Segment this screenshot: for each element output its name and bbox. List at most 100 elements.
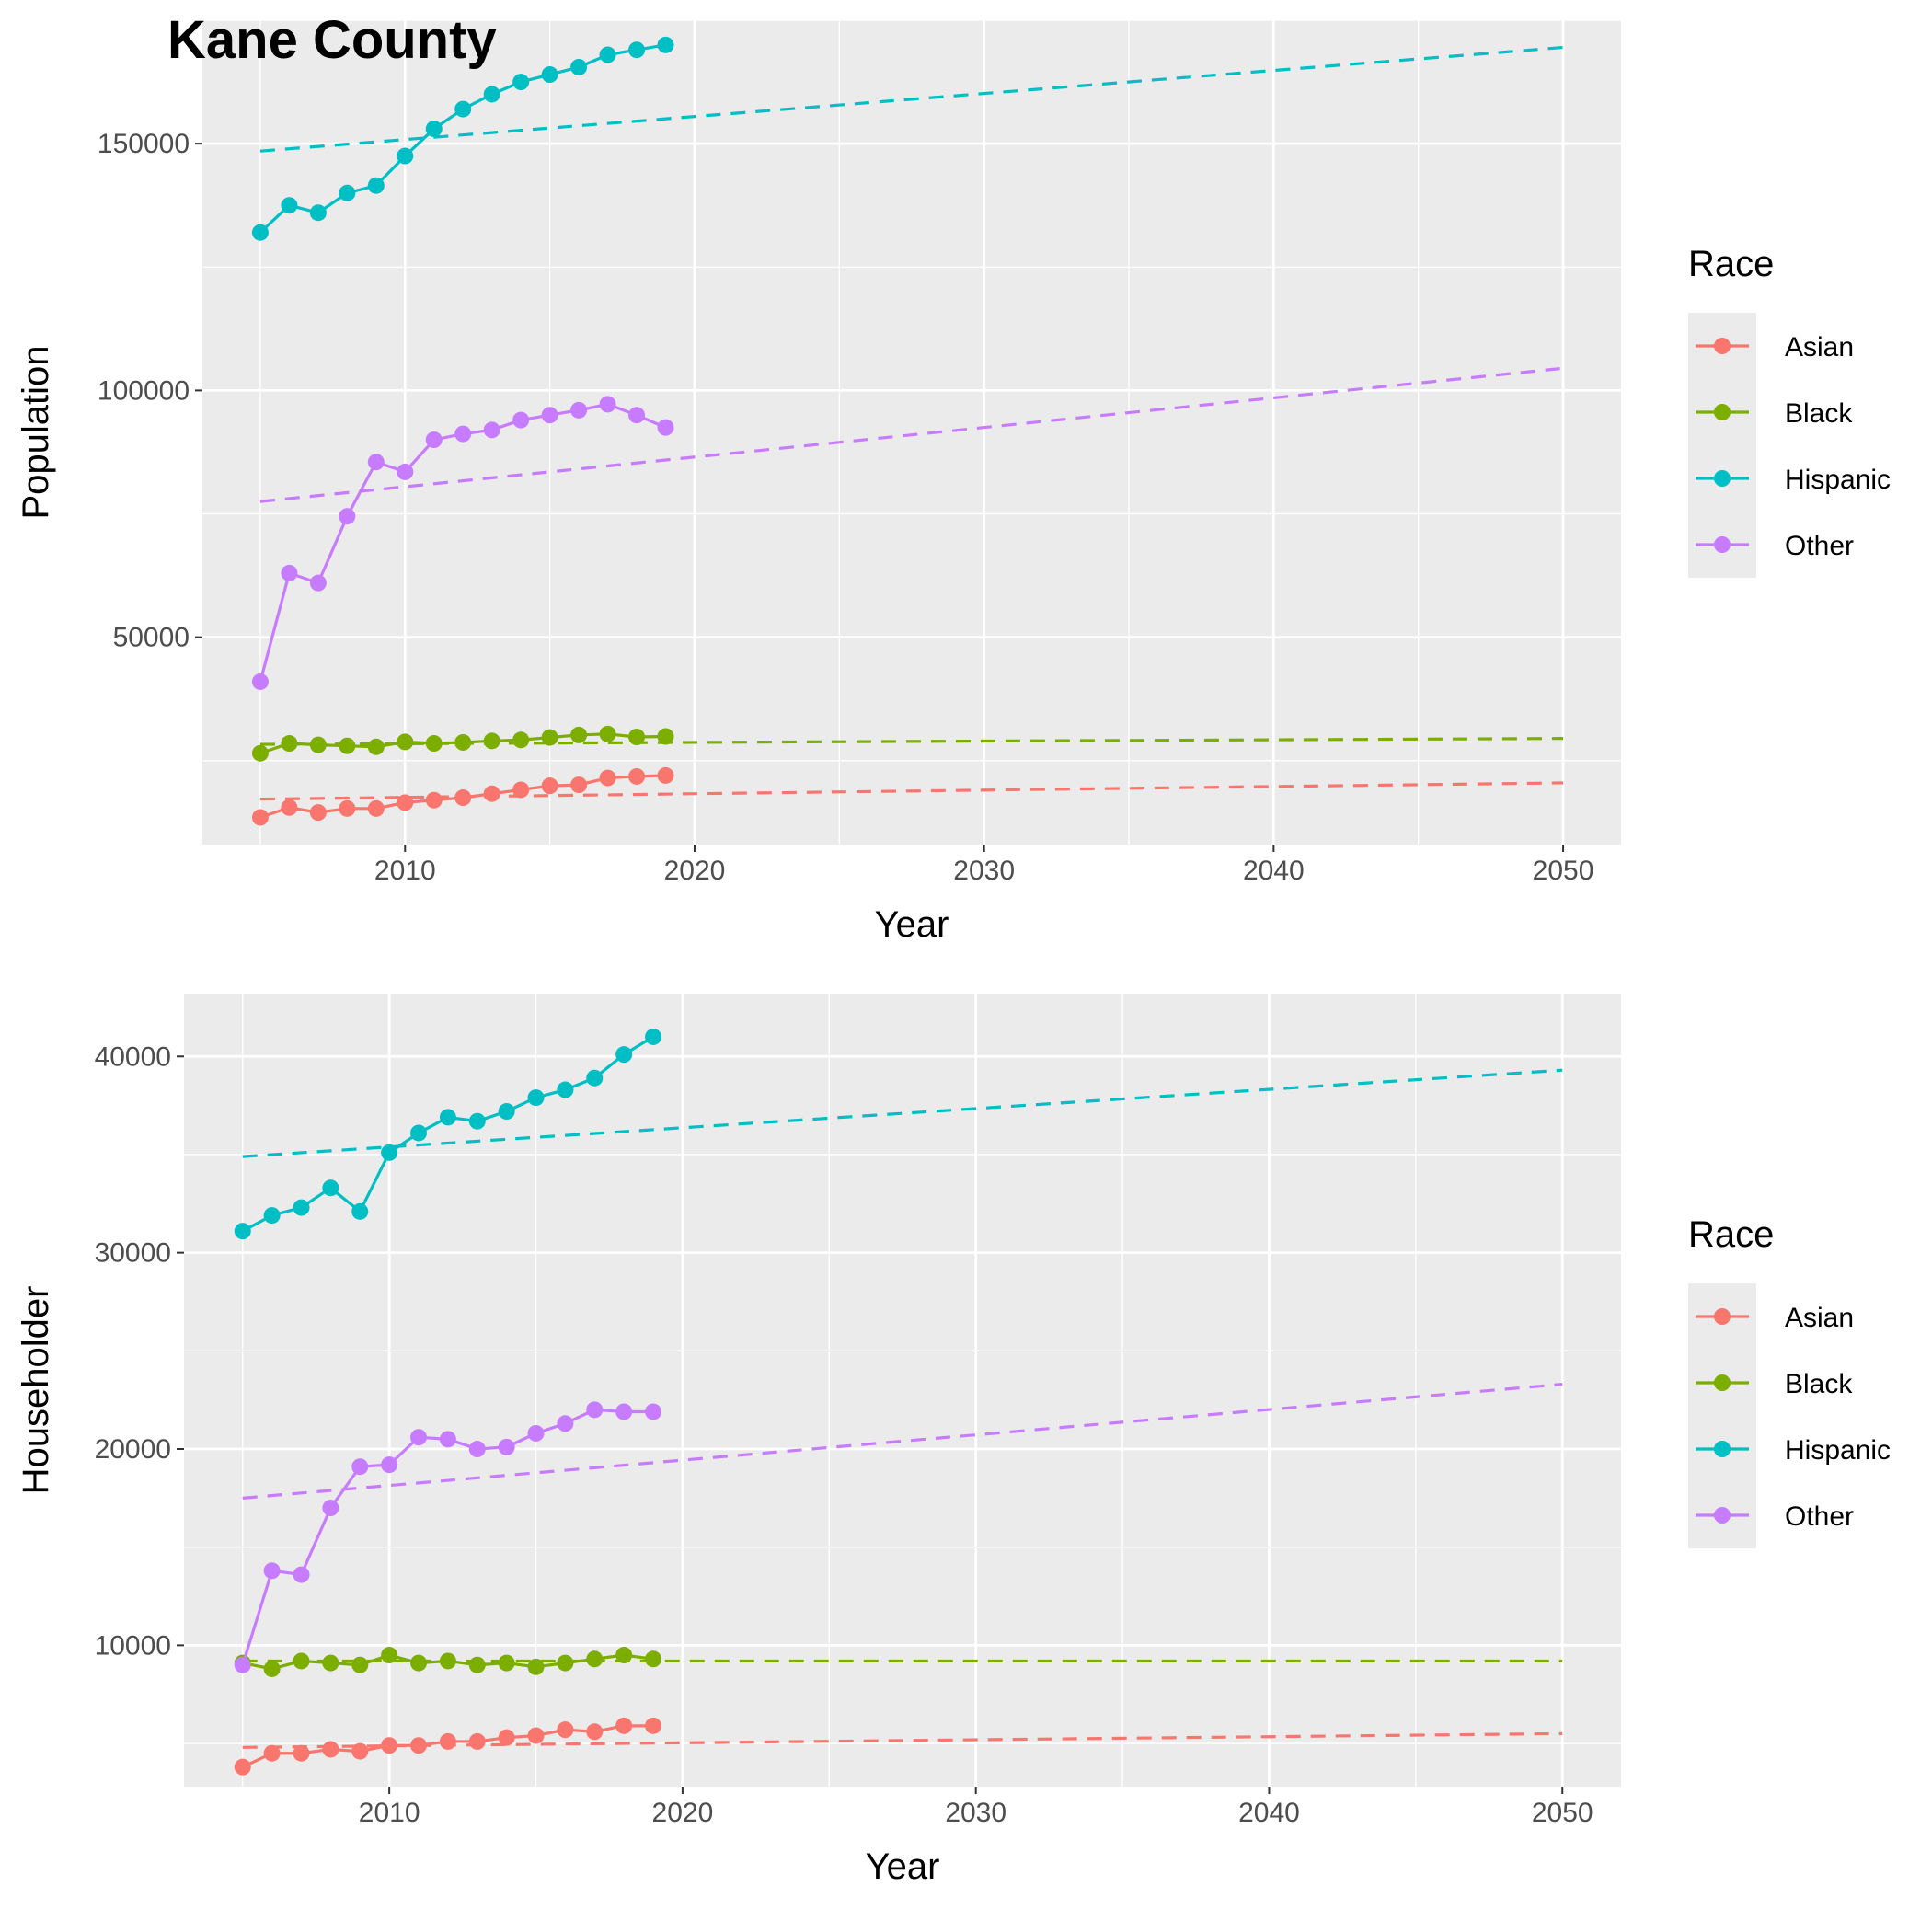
x-tick-label: 2040 bbox=[1238, 1798, 1300, 1828]
y-tick-label: 100000 bbox=[98, 375, 190, 406]
data-point-asian bbox=[309, 804, 327, 822]
legend-key-point bbox=[1714, 1441, 1731, 1457]
legend-key-point bbox=[1714, 470, 1731, 487]
data-point-hispanic bbox=[527, 1089, 545, 1107]
x-axis-title: Year bbox=[866, 1846, 940, 1887]
data-point-black bbox=[454, 733, 472, 751]
data-point-black bbox=[657, 728, 674, 745]
legend-label-black: Black bbox=[1785, 1369, 1853, 1399]
data-point-hispanic bbox=[541, 66, 558, 84]
data-point-black bbox=[381, 1647, 398, 1664]
data-point-hispanic bbox=[351, 1202, 369, 1220]
data-point-hispanic bbox=[397, 147, 414, 165]
data-point-asian bbox=[397, 794, 414, 811]
plot-panel bbox=[184, 994, 1621, 1787]
y-tick-label: 40000 bbox=[95, 1041, 171, 1072]
data-point-other bbox=[339, 508, 356, 525]
y-tick-label: 30000 bbox=[95, 1238, 171, 1269]
data-point-black bbox=[527, 1658, 545, 1675]
data-point-asian bbox=[381, 1737, 398, 1754]
x-tick-label: 2020 bbox=[664, 856, 726, 886]
data-point-other bbox=[281, 564, 298, 581]
data-point-hispanic bbox=[293, 1199, 310, 1216]
trend-line-other bbox=[259, 366, 1564, 503]
data-point-other bbox=[309, 574, 327, 592]
data-point-black bbox=[541, 729, 558, 746]
data-point-other bbox=[498, 1438, 515, 1455]
legend-label-asian: Asian bbox=[1785, 1303, 1854, 1333]
x-tick-label: 2050 bbox=[1532, 1798, 1593, 1828]
chart-panel-2: 2010 2020 2030 2040 2050 10000 20000 30000 40000… bbox=[16, 994, 1891, 1887]
data-point-asian bbox=[586, 1723, 604, 1741]
data-point-black bbox=[439, 1652, 456, 1670]
data-point-hispanic bbox=[263, 1207, 281, 1225]
data-point-other bbox=[527, 1424, 545, 1442]
data-point-hispanic bbox=[367, 177, 385, 194]
data-point-asian bbox=[454, 789, 472, 807]
data-point-asian bbox=[557, 1721, 574, 1739]
data-point-asian bbox=[657, 766, 674, 784]
data-point-black bbox=[351, 1656, 369, 1673]
data-point-black bbox=[309, 736, 327, 753]
data-point-other bbox=[599, 396, 616, 413]
data-point-black bbox=[468, 1656, 486, 1673]
data-point-black bbox=[599, 725, 616, 742]
data-point-other bbox=[425, 431, 443, 449]
data-point-black bbox=[410, 1654, 428, 1672]
legend-key-point bbox=[1714, 338, 1731, 354]
trend-line-asian bbox=[259, 781, 1564, 801]
data-point-asian bbox=[541, 777, 558, 795]
data-point-hispanic bbox=[657, 36, 674, 53]
data-point-black bbox=[425, 735, 443, 753]
data-point-black bbox=[397, 733, 414, 751]
data-point-black bbox=[322, 1654, 339, 1672]
data-point-black bbox=[498, 1654, 515, 1672]
data-point-hispanic bbox=[498, 1103, 515, 1121]
x-tick-label: 2010 bbox=[359, 1798, 420, 1828]
data-point-hispanic bbox=[322, 1179, 339, 1197]
data-point-asian bbox=[234, 1758, 251, 1776]
data-point-other bbox=[557, 1415, 574, 1432]
data-point-hispanic bbox=[512, 74, 530, 91]
data-point-black bbox=[615, 1647, 633, 1664]
data-point-other bbox=[381, 1456, 398, 1474]
x-tick-label: 2050 bbox=[1533, 856, 1594, 886]
data-point-black bbox=[367, 738, 385, 755]
legend-key-point bbox=[1714, 404, 1731, 420]
y-axis-title: Population bbox=[16, 345, 56, 519]
data-point-black bbox=[281, 735, 298, 753]
data-point-asian bbox=[483, 785, 500, 802]
data-point-asian bbox=[263, 1744, 281, 1762]
data-point-other bbox=[657, 419, 674, 436]
data-point-hispanic bbox=[586, 1069, 604, 1087]
legend-label-asian: Asian bbox=[1785, 332, 1854, 362]
data-point-other bbox=[468, 1441, 486, 1458]
data-point-asian bbox=[570, 776, 588, 794]
trend-line-other bbox=[242, 1383, 1563, 1500]
data-point-hispanic bbox=[439, 1109, 456, 1126]
data-point-black bbox=[483, 732, 500, 750]
data-point-other bbox=[628, 407, 646, 424]
legend-label-hispanic: Hispanic bbox=[1785, 465, 1891, 495]
data-point-hispanic bbox=[468, 1112, 486, 1130]
data-point-asian bbox=[410, 1737, 428, 1754]
legend-key-background bbox=[1688, 313, 1756, 578]
data-point-hispanic bbox=[281, 197, 298, 214]
x-tick-label: 2030 bbox=[945, 1798, 1006, 1828]
y-axis-title: Householder bbox=[16, 1286, 56, 1495]
data-point-asian bbox=[322, 1741, 339, 1758]
data-point-other bbox=[483, 421, 500, 439]
chart-panel-1: 2010 2020 2030 2040 2050 50000 100000 150000 Yea… bbox=[16, 19, 1891, 945]
x-tick-label: 2040 bbox=[1243, 856, 1305, 886]
data-point-hispanic bbox=[410, 1124, 428, 1142]
trend-line-black bbox=[259, 737, 1564, 746]
legend-label-other: Other bbox=[1785, 531, 1854, 561]
chart-title: Kane County bbox=[167, 10, 497, 70]
data-point-asian bbox=[512, 781, 530, 799]
data-point-asian bbox=[439, 1732, 456, 1750]
data-point-hispanic bbox=[615, 1046, 633, 1064]
data-point-asian bbox=[468, 1732, 486, 1750]
data-point-black bbox=[645, 1650, 662, 1668]
data-point-other bbox=[263, 1562, 281, 1580]
data-point-other bbox=[322, 1500, 339, 1517]
